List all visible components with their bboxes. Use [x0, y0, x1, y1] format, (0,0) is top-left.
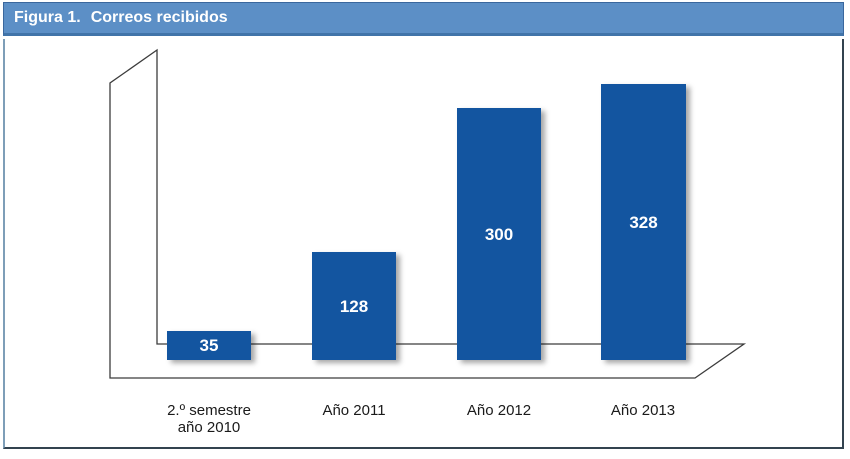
bar-2013: 328	[601, 84, 686, 360]
category-label-2012: Año 2012	[466, 402, 532, 419]
category-label-2013: Año 2013	[610, 402, 676, 419]
category-label-2011: Año 2011	[322, 402, 386, 419]
bar-value-label: 300	[484, 224, 514, 244]
figure-label: Figura 1.	[14, 9, 81, 26]
chart-frame	[3, 39, 844, 449]
bar-value-label: 35	[199, 336, 219, 355]
bar-value-label: 328	[629, 212, 658, 232]
figure-header: Figura 1. Correos recibidos	[3, 2, 844, 36]
bar-value-label: 128	[339, 296, 369, 316]
figure-title: Correos recibidos	[90, 9, 228, 26]
bar-2012: 300	[457, 108, 541, 360]
bar-2011: 128	[312, 252, 396, 360]
bar-2010: 35	[167, 331, 251, 360]
category-label-2010: 2.º semestre año 2010	[167, 402, 251, 437]
